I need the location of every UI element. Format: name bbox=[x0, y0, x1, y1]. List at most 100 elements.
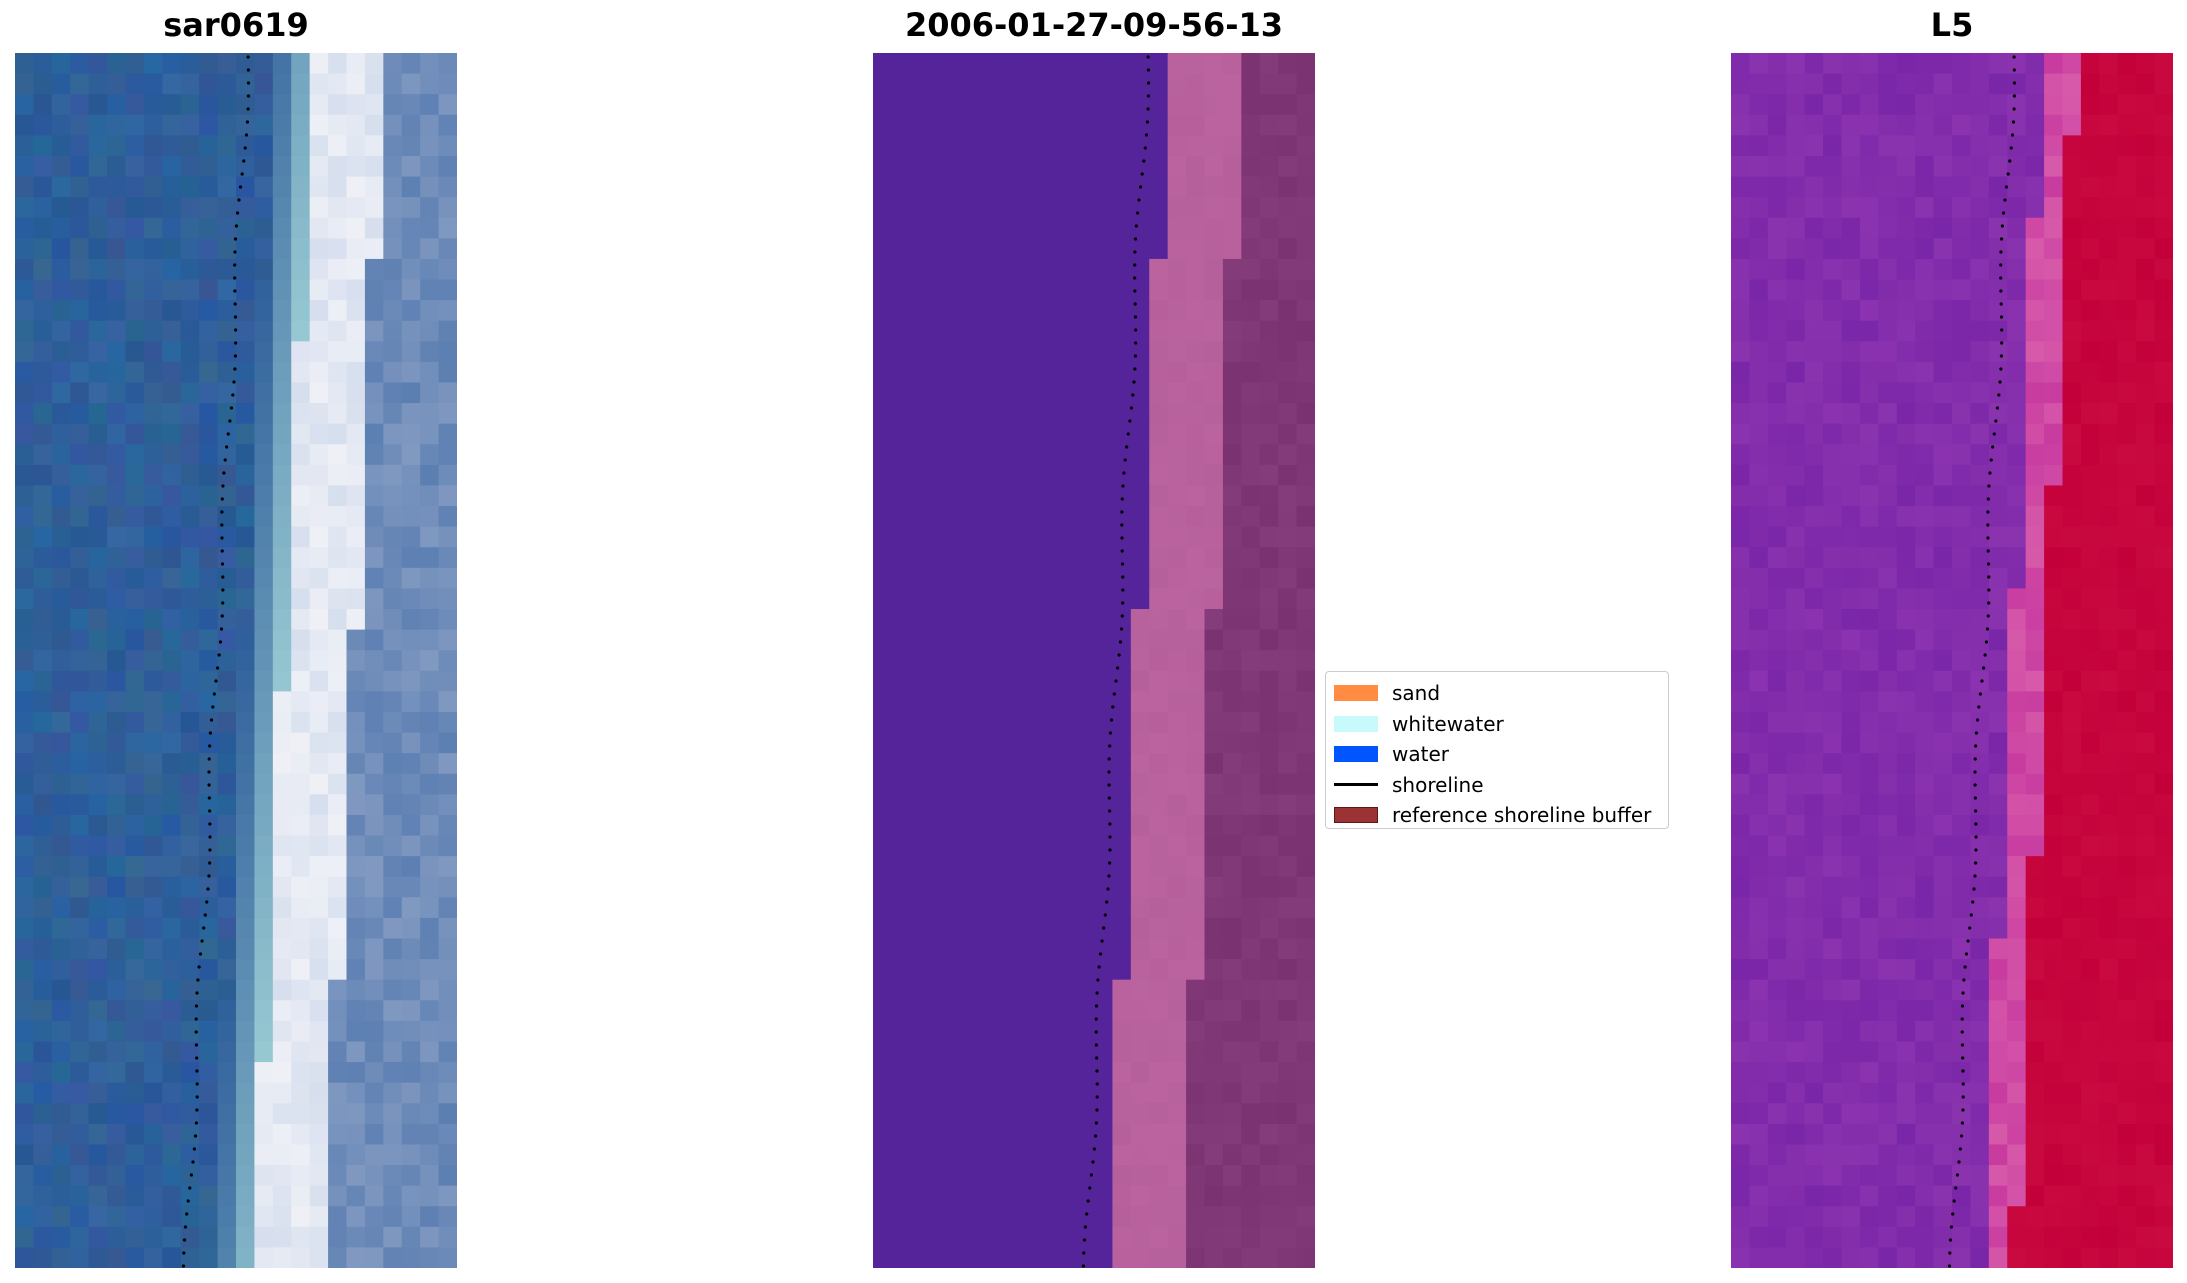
image-pixel bbox=[1259, 1041, 1279, 1063]
image-pixel bbox=[1970, 155, 1990, 178]
image-pixel bbox=[1933, 1062, 1953, 1084]
image-pixel bbox=[1259, 835, 1279, 857]
image-pixel bbox=[1841, 526, 1861, 548]
image-pixel bbox=[401, 670, 421, 692]
image-pixel bbox=[1075, 300, 1095, 322]
image-pixel bbox=[88, 876, 108, 898]
image-pixel bbox=[1970, 1062, 1990, 1084]
image-pixel bbox=[1749, 444, 1769, 466]
image-pixel bbox=[983, 1206, 1003, 1228]
image-pixel bbox=[1241, 547, 1261, 569]
image-pixel bbox=[2080, 197, 2100, 219]
image-pixel bbox=[1749, 423, 1769, 445]
image-pixel bbox=[1749, 1185, 1769, 1207]
image-pixel bbox=[33, 444, 53, 466]
shoreline-point bbox=[1952, 1199, 1956, 1203]
image-pixel bbox=[2044, 444, 2064, 466]
image-pixel bbox=[1130, 279, 1150, 301]
image-pixel bbox=[2007, 1062, 2027, 1084]
image-pixel bbox=[891, 609, 911, 631]
image-pixel bbox=[217, 1206, 237, 1228]
image-pixel bbox=[1749, 835, 1769, 857]
image-pixel bbox=[309, 382, 329, 404]
image-pixel bbox=[107, 1165, 127, 1187]
image-pixel bbox=[420, 1000, 440, 1022]
image-pixel bbox=[420, 73, 440, 95]
image-pixel bbox=[891, 423, 911, 445]
image-pixel bbox=[965, 1165, 985, 1187]
image-pixel bbox=[309, 629, 329, 651]
shoreline-point bbox=[1108, 731, 1113, 735]
legend-label: reference shoreline buffer bbox=[1392, 803, 1652, 828]
image-pixel bbox=[438, 217, 457, 239]
image-pixel bbox=[2099, 814, 2119, 837]
image-pixel bbox=[1186, 979, 1206, 1001]
image-pixel bbox=[1296, 897, 1315, 919]
image-pixel bbox=[2154, 526, 2173, 548]
image-pixel bbox=[236, 609, 256, 631]
image-pixel bbox=[1038, 94, 1058, 116]
image-pixel bbox=[1296, 650, 1315, 672]
image-pixel bbox=[1970, 444, 1990, 466]
image-pixel bbox=[928, 1206, 948, 1228]
image-pixel bbox=[1020, 547, 1040, 569]
image-pixel bbox=[873, 73, 893, 95]
image-pixel bbox=[2007, 1185, 2027, 1207]
image-pixel bbox=[1841, 1206, 1861, 1228]
image-pixel bbox=[1952, 423, 1972, 445]
image-pixel bbox=[1222, 1000, 1242, 1022]
image-pixel bbox=[1057, 1000, 1077, 1022]
image-pixel bbox=[965, 464, 985, 487]
image-pixel bbox=[1167, 279, 1187, 301]
image-pixel bbox=[1130, 94, 1150, 116]
image-pixel bbox=[438, 856, 457, 878]
image-pixel bbox=[1296, 485, 1315, 507]
image-pixel bbox=[328, 814, 348, 837]
image-pixel bbox=[254, 1062, 274, 1084]
image-pixel bbox=[1186, 1000, 1206, 1022]
image-pixel bbox=[2044, 217, 2064, 239]
image-pixel bbox=[1001, 959, 1021, 981]
image-pixel bbox=[346, 1247, 366, 1268]
image-pixel bbox=[1970, 567, 1990, 590]
image-pixel bbox=[1970, 341, 1990, 363]
image-pixel bbox=[70, 1082, 90, 1104]
image-pixel bbox=[1952, 94, 1972, 116]
image-pixel bbox=[2044, 1082, 2064, 1104]
image-pixel bbox=[2117, 217, 2137, 239]
image-pixel bbox=[199, 485, 219, 507]
image-pixel bbox=[2117, 341, 2137, 363]
image-pixel bbox=[254, 1144, 274, 1166]
image-pixel bbox=[2007, 691, 2027, 713]
image-pixel bbox=[1001, 794, 1021, 816]
image-pixel bbox=[291, 1041, 311, 1063]
image-pixel bbox=[420, 526, 440, 548]
image-pixel bbox=[2136, 917, 2156, 940]
image-pixel bbox=[2062, 1185, 2082, 1207]
image-pixel bbox=[1259, 897, 1279, 919]
image-pixel bbox=[162, 1206, 182, 1228]
image-pixel bbox=[2154, 1226, 2173, 1249]
image-pixel bbox=[438, 629, 457, 651]
image-pixel bbox=[1878, 609, 1898, 631]
image-pixel bbox=[328, 1103, 348, 1125]
image-pixel bbox=[2044, 1041, 2064, 1063]
image-pixel bbox=[1915, 197, 1935, 219]
shoreline-point bbox=[196, 978, 200, 982]
image-pixel bbox=[88, 814, 108, 837]
image-pixel bbox=[909, 361, 929, 384]
image-pixel bbox=[51, 1041, 71, 1063]
image-pixel bbox=[1075, 1041, 1095, 1063]
image-pixel bbox=[1167, 732, 1187, 754]
image-pixel bbox=[1952, 176, 1972, 198]
image-pixel bbox=[364, 773, 384, 795]
image-pixel bbox=[1149, 1123, 1169, 1146]
image-pixel bbox=[107, 814, 127, 837]
image-pixel bbox=[217, 320, 237, 342]
shoreline-point bbox=[1962, 978, 1966, 982]
image-pixel bbox=[1296, 711, 1315, 734]
image-pixel bbox=[1186, 197, 1206, 219]
image-pixel bbox=[1112, 279, 1132, 301]
image-pixel bbox=[70, 1041, 90, 1063]
image-pixel bbox=[1001, 1165, 1021, 1187]
